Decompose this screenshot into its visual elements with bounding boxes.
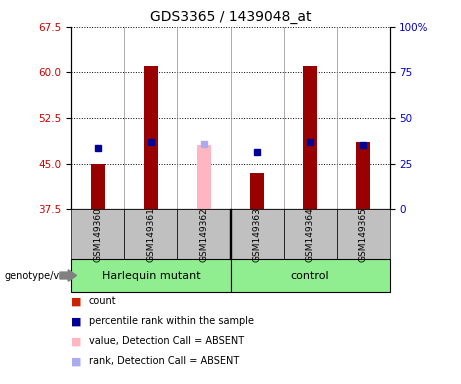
Text: genotype/variation: genotype/variation: [5, 270, 97, 281]
Text: GSM149360: GSM149360: [94, 207, 102, 262]
Text: control: control: [291, 270, 329, 281]
Bar: [250, 173, 264, 209]
Text: GSM149361: GSM149361: [147, 207, 155, 262]
Text: GSM149364: GSM149364: [306, 207, 314, 262]
Text: count: count: [89, 296, 117, 306]
Title: GDS3365 / 1439048_at: GDS3365 / 1439048_at: [150, 10, 311, 25]
Bar: [356, 142, 370, 209]
Text: Harlequin mutant: Harlequin mutant: [102, 270, 200, 281]
Bar: [91, 164, 105, 209]
Text: ■: ■: [71, 296, 82, 306]
Text: ■: ■: [71, 316, 82, 326]
Text: GSM149362: GSM149362: [200, 207, 208, 262]
Text: ■: ■: [71, 336, 82, 346]
Bar: [197, 146, 211, 209]
Text: percentile rank within the sample: percentile rank within the sample: [89, 316, 254, 326]
Text: rank, Detection Call = ABSENT: rank, Detection Call = ABSENT: [89, 356, 239, 366]
Text: GSM149363: GSM149363: [253, 207, 261, 262]
Text: ■: ■: [71, 356, 82, 366]
Bar: [303, 66, 317, 209]
Bar: [144, 66, 158, 209]
Text: GSM149365: GSM149365: [359, 207, 367, 262]
Text: value, Detection Call = ABSENT: value, Detection Call = ABSENT: [89, 336, 244, 346]
